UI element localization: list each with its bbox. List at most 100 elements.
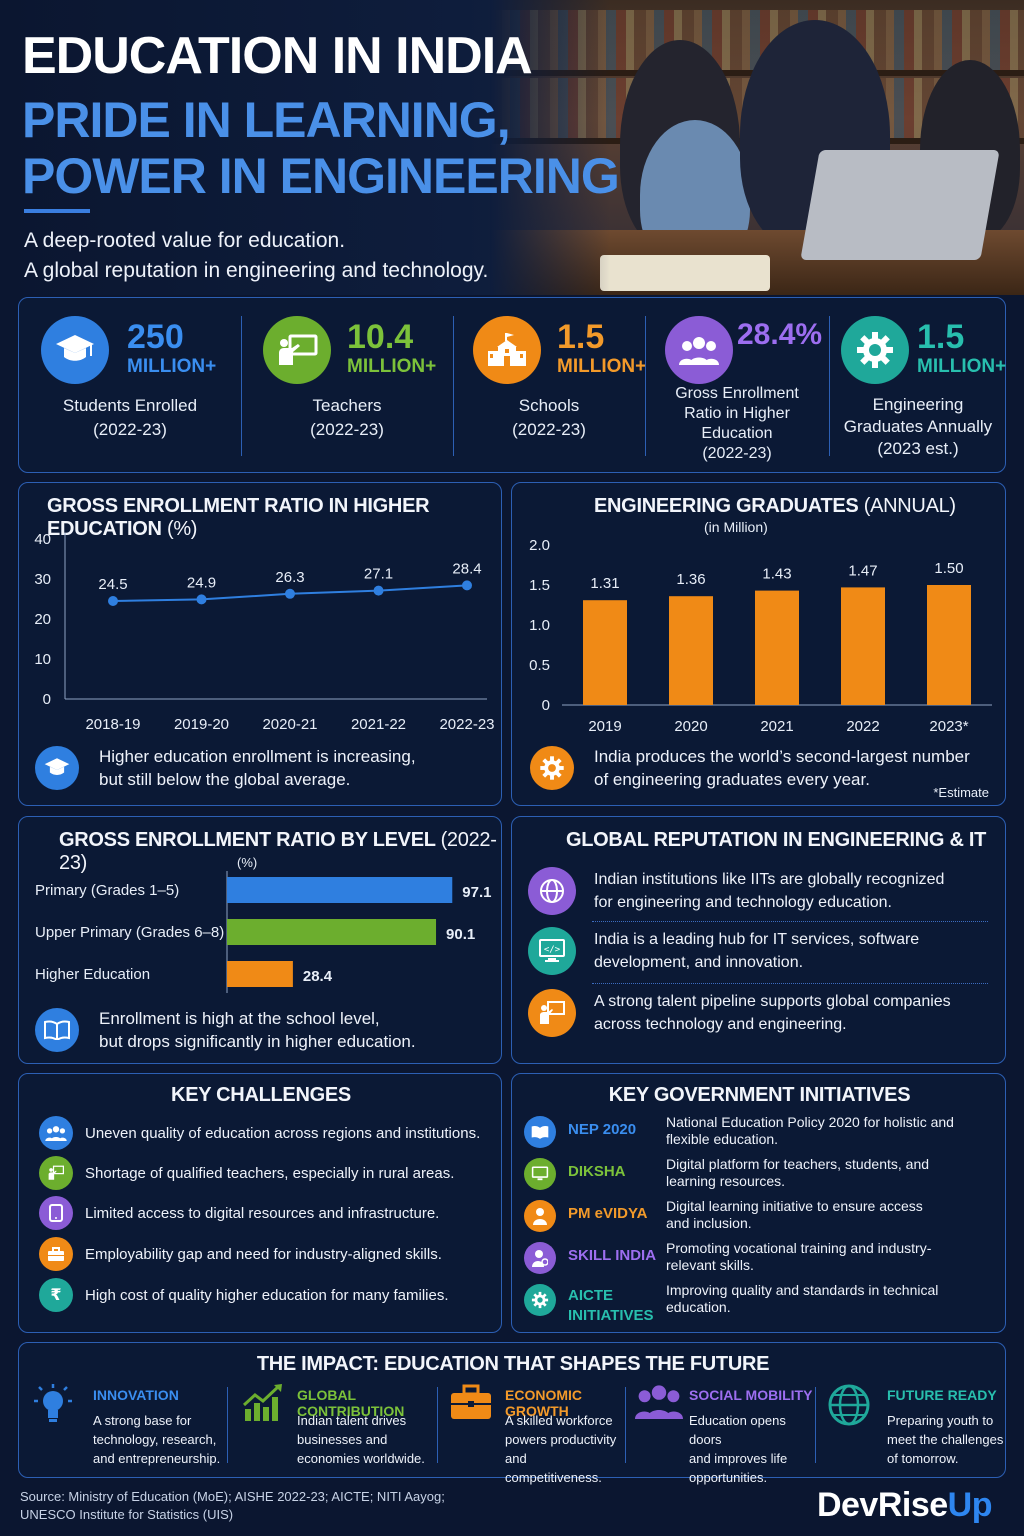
stat-label-line: (2022-23) xyxy=(93,420,167,439)
reputation-text: Indian institutions like IITs are global… xyxy=(594,868,944,914)
divider xyxy=(815,1387,816,1463)
bar xyxy=(927,585,971,705)
stat-label-line: Schools xyxy=(518,396,580,415)
initiative-desc-line: relevant skills. xyxy=(666,1257,754,1273)
stat-value: 10.4 xyxy=(347,318,414,356)
impact-item-future-ready: FUTURE READY Preparing youth to meet the… xyxy=(815,1343,1007,1473)
impact-line: and entrepreneurship. xyxy=(93,1451,221,1466)
stat-schools: 1.5 MILLION+ Schools (2022-23) xyxy=(453,298,646,474)
y-tick-label: 30 xyxy=(34,571,51,588)
panel-title-unit: (2022-23) xyxy=(59,829,497,874)
note-text: Higher education enrollment is increasin… xyxy=(99,745,416,791)
source-citation: Source: Ministry of Education (MoE); AIS… xyxy=(20,1488,445,1524)
initiative-desc-line: education. xyxy=(666,1299,731,1315)
bar xyxy=(583,600,627,705)
impact-line: opportunities. xyxy=(689,1470,768,1485)
initiative-desc-line: Digital learning initiative to ensure ac… xyxy=(666,1198,923,1214)
y-tick-label: 20 xyxy=(34,611,51,628)
stat-engineering-grads: 1.5 MILLION+ Engineering Graduates Annua… xyxy=(829,298,1007,474)
data-label: 90.1 xyxy=(446,926,475,943)
x-tick-label: 2019 xyxy=(588,718,621,735)
bar xyxy=(841,587,885,705)
panel-title: GLOBAL REPUTATION IN ENGINEERING & IT xyxy=(566,829,987,851)
panel-title-unit: (%) xyxy=(166,518,198,540)
panel-title: KEY GOVERNMENT INITIATIVES xyxy=(608,1084,911,1106)
impact-item-global-contribution: GLOBAL CONTRIBUTION Indian talent drives… xyxy=(227,1343,437,1473)
initiative-desc-line: flexible education. xyxy=(666,1131,779,1147)
category-label: Higher Education xyxy=(35,966,150,983)
chart-subtitle: (in Million) xyxy=(704,519,768,535)
initiative-desc: Digital platform for teachers, students,… xyxy=(666,1156,996,1190)
reputation-item: Indian institutions like IITs are global… xyxy=(528,867,988,915)
data-label: 1.31 xyxy=(590,575,619,592)
panel-title: GROSS ENROLLMENT RATIO BY LEVEL (2022-23… xyxy=(59,829,501,875)
brand-logo: DevRiseUp xyxy=(817,1486,993,1525)
impact-line: powers productivity xyxy=(505,1432,617,1447)
stat-value: 28.4% xyxy=(737,318,823,351)
data-label: 27.1 xyxy=(364,566,393,583)
initiative-name: SKILL INDIA xyxy=(568,1247,657,1264)
people-icon xyxy=(39,1116,73,1150)
people-group-icon xyxy=(665,316,733,384)
initiative-desc: Improving quality and standards in techn… xyxy=(666,1282,996,1316)
growth-chart-icon xyxy=(241,1383,285,1433)
challenge-text: Employability gap and need for industry-… xyxy=(85,1245,442,1263)
data-label: 1.50 xyxy=(934,560,963,577)
panel-title: ENGINEERING GRADUATES (ANNUAL) xyxy=(594,495,956,518)
initiative-desc-line: Improving quality and standards in techn… xyxy=(666,1282,939,1298)
gear-icon xyxy=(524,1284,556,1316)
impact-title: ECONOMIC GROWTH xyxy=(505,1387,582,1419)
code-monitor-icon: </> xyxy=(528,927,576,975)
ger-trend-panel: GROSS ENROLLMENT RATIO IN HIGHER EDUCATI… xyxy=(18,482,502,806)
bar xyxy=(755,590,799,705)
note-line: of engineering graduates every year. xyxy=(594,770,870,789)
key-stats-panel: 250 MILLION+ Students Enrolled (2022-23)… xyxy=(18,297,1006,473)
stat-label-line: Ratio in Higher xyxy=(684,405,790,422)
note-line: India produces the world’s second-larges… xyxy=(594,747,970,766)
stat-label-line: (2022-23) xyxy=(702,445,772,462)
divider xyxy=(453,316,454,456)
data-point xyxy=(373,585,384,596)
data-point xyxy=(108,596,118,606)
divider xyxy=(829,316,830,456)
tablet-icon xyxy=(39,1196,73,1230)
brand-part: Up xyxy=(947,1486,993,1524)
x-tick-label: 2019-20 xyxy=(174,716,229,733)
engineering-note: India produces the world’s second-larges… xyxy=(530,745,970,791)
tagline: A deep-rooted value for education. A glo… xyxy=(24,226,488,286)
data-label: 1.43 xyxy=(762,566,791,583)
initiative-item: SKILL INDIA Promoting vocational trainin… xyxy=(524,1240,994,1280)
stat-label-line: Gross Enrollment xyxy=(675,385,799,402)
category-label: Primary (Grades 1–5) xyxy=(35,882,179,899)
header: EDUCATION IN INDIA PRIDE IN LEARNING, PO… xyxy=(0,0,1024,295)
initiative-desc-line: learning resources. xyxy=(666,1173,786,1189)
rupee-icon: ₹ xyxy=(39,1278,73,1312)
divider xyxy=(227,1387,228,1463)
impact-line: and competitiveness. xyxy=(505,1451,602,1485)
impact-line: Education opens doors xyxy=(689,1413,786,1447)
briefcase-icon xyxy=(449,1383,493,1431)
y-tick-label: 0 xyxy=(43,691,51,708)
initiative-name-line: AICTE xyxy=(568,1287,613,1304)
challenge-text: Limited access to digital resources and … xyxy=(85,1204,440,1222)
impact-line: and improves life xyxy=(689,1451,788,1466)
impact-title: GLOBAL CONTRIBUTION xyxy=(297,1387,405,1419)
graduation-cap-icon xyxy=(35,746,79,790)
x-tick-label: 2021 xyxy=(760,718,793,735)
impact-text: A strong base for technology, research, … xyxy=(93,1411,220,1468)
page-subtitle: PRIDE IN LEARNING, POWER IN ENGINEERING xyxy=(22,92,620,204)
challenge-text: Uneven quality of education across regio… xyxy=(85,1124,481,1142)
reputation-item: </> India is a leading hub for IT servic… xyxy=(528,927,988,975)
dotted-divider xyxy=(592,921,988,922)
initiative-item: PM eVIDYA Digital learning initiative to… xyxy=(524,1198,994,1238)
government-initiatives-panel: KEY GOVERNMENT INITIATIVES NEP 2020 Nati… xyxy=(511,1073,1006,1333)
challenge-item: Shortage of qualified teachers, especial… xyxy=(39,1156,454,1190)
x-tick-label: 2018-19 xyxy=(85,716,140,733)
level-note: Enrollment is high at the school level, … xyxy=(35,1007,416,1053)
divider xyxy=(645,316,646,456)
divider xyxy=(437,1387,438,1463)
impact-line: of tomorrow. xyxy=(887,1451,959,1466)
book-icon xyxy=(524,1116,556,1148)
data-point xyxy=(462,580,472,591)
screen-icon xyxy=(524,1158,556,1190)
